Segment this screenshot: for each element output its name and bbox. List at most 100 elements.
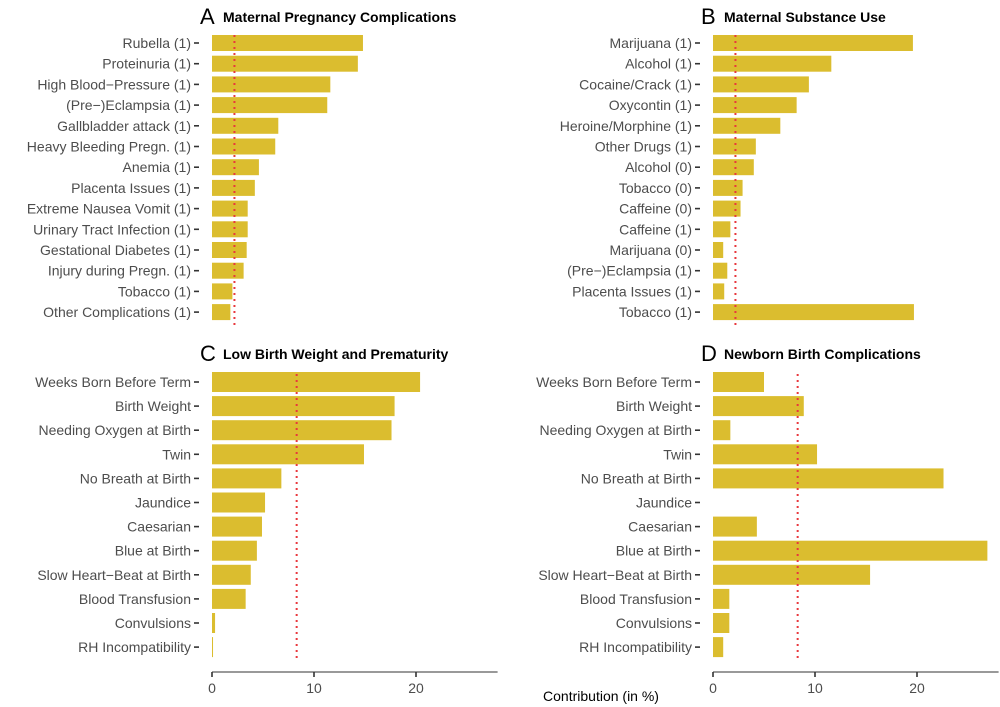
bar <box>212 564 251 585</box>
y-tick-label: Extreme Nausea Vomit (1) <box>27 201 191 217</box>
bar <box>713 564 871 585</box>
y-tick-label: Placenta Issues (1) <box>572 283 692 299</box>
bar <box>212 117 279 134</box>
bar <box>212 468 282 489</box>
y-tick-label: Slow Heart−Beat at Birth <box>538 567 692 583</box>
bar <box>212 516 262 537</box>
bar <box>212 540 257 561</box>
bar <box>212 588 246 609</box>
y-tick-label: Convulsions <box>616 615 692 631</box>
bar <box>713 97 797 114</box>
bar <box>212 492 266 513</box>
y-tick-label: Alcohol (1) <box>625 56 692 72</box>
y-tick-label: Anemia (1) <box>123 159 191 175</box>
y-tick-label: High Blood−Pressure (1) <box>37 76 191 92</box>
bar <box>713 444 818 465</box>
y-tick-label: Needing Oxygen at Birth <box>38 422 191 438</box>
x-tick-label: 20 <box>909 680 925 696</box>
y-tick-label: Caffeine (0) <box>619 201 692 217</box>
y-tick-label: Other Drugs (1) <box>595 139 692 155</box>
y-tick-label: Caesarian <box>127 519 191 535</box>
bar <box>212 159 259 176</box>
panel-letter: C <box>200 341 216 366</box>
bar <box>212 200 248 217</box>
bar <box>713 637 724 658</box>
y-tick-label: Marijuana (1) <box>610 35 692 51</box>
bar <box>212 221 248 238</box>
panel-title: Newborn Birth Complications <box>724 346 921 362</box>
x-tick-label: 10 <box>807 680 823 696</box>
bar <box>713 35 913 51</box>
bar <box>212 613 216 633</box>
y-tick-label: Tobacco (1) <box>619 304 692 320</box>
bar <box>713 76 809 93</box>
bar <box>713 159 754 176</box>
y-tick-label: Weeks Born Before Term <box>536 374 692 390</box>
bar <box>212 262 244 279</box>
bar <box>212 55 358 72</box>
y-tick-label: Other Complications (1) <box>43 304 191 320</box>
y-tick-label: Placenta Issues (1) <box>71 180 191 196</box>
y-tick-label: Caffeine (1) <box>619 221 692 237</box>
bar <box>212 637 214 658</box>
bar <box>713 540 988 561</box>
panel-title: Low Birth Weight and Prematurity <box>223 346 449 362</box>
bar <box>212 283 233 300</box>
bar <box>713 613 730 633</box>
bar <box>713 283 725 300</box>
bar <box>713 372 764 392</box>
bar <box>713 200 741 217</box>
bar <box>713 304 914 321</box>
panel-c: C Low Birth Weight and Prematurity Weeks B… <box>35 341 498 696</box>
y-tick-label: Urinary Tract Infection (1) <box>33 221 191 237</box>
y-tick-label: Gallbladder attack (1) <box>57 118 191 134</box>
bar <box>713 262 728 279</box>
y-tick-label: (Pre−)Eclampsia (1) <box>66 97 191 113</box>
bar <box>212 179 255 196</box>
y-tick-label: Alcohol (0) <box>625 159 692 175</box>
y-tick-label: RH Incompatibility <box>78 639 191 655</box>
y-tick-label: Proteinuria (1) <box>102 56 191 72</box>
y-tick-label: Tobacco (1) <box>118 283 191 299</box>
y-tick-label: Blood Transfusion <box>580 591 692 607</box>
y-tick-label: Gestational Diabetes (1) <box>40 242 191 258</box>
bar <box>212 444 364 465</box>
y-tick-label: Rubella (1) <box>123 35 191 51</box>
bar <box>713 55 832 72</box>
y-tick-label: Oxycontin (1) <box>609 97 692 113</box>
bar <box>713 420 731 441</box>
bar <box>212 35 363 51</box>
bar <box>212 97 328 114</box>
bar <box>212 372 421 392</box>
bar <box>713 516 757 537</box>
y-tick-label: Birth Weight <box>115 398 191 414</box>
y-tick-label: Tobacco (0) <box>619 180 692 196</box>
bar <box>713 242 724 258</box>
bar <box>212 76 331 93</box>
y-tick-label: No Breath at Birth <box>581 470 692 486</box>
y-tick-label: Cocaine/Crack (1) <box>579 76 692 92</box>
bar <box>713 179 743 196</box>
x-tick-label: 10 <box>306 680 322 696</box>
bar <box>713 468 944 489</box>
bar <box>713 396 804 417</box>
bar <box>713 221 731 238</box>
x-tick-label: 0 <box>709 680 717 696</box>
panel-letter: A <box>200 4 215 29</box>
y-tick-label: Needing Oxygen at Birth <box>539 422 692 438</box>
y-tick-label: Heavy Bleeding Pregn. (1) <box>27 139 191 155</box>
y-tick-label: Jaundice <box>636 495 692 511</box>
bar <box>713 588 730 609</box>
x-tick-label: 0 <box>208 680 216 696</box>
y-tick-label: Blood Transfusion <box>79 591 191 607</box>
panel-a: A Maternal Pregnancy Complications Rubella… <box>27 4 457 328</box>
y-tick-label: RH Incompatibility <box>579 639 692 655</box>
panel-letter: B <box>701 4 716 29</box>
bar <box>212 242 247 258</box>
bar <box>212 138 276 155</box>
panel-title: Maternal Pregnancy Complications <box>223 9 457 25</box>
y-tick-label: Caesarian <box>628 519 692 535</box>
y-tick-label: Convulsions <box>115 615 191 631</box>
y-tick-label: Jaundice <box>135 495 191 511</box>
